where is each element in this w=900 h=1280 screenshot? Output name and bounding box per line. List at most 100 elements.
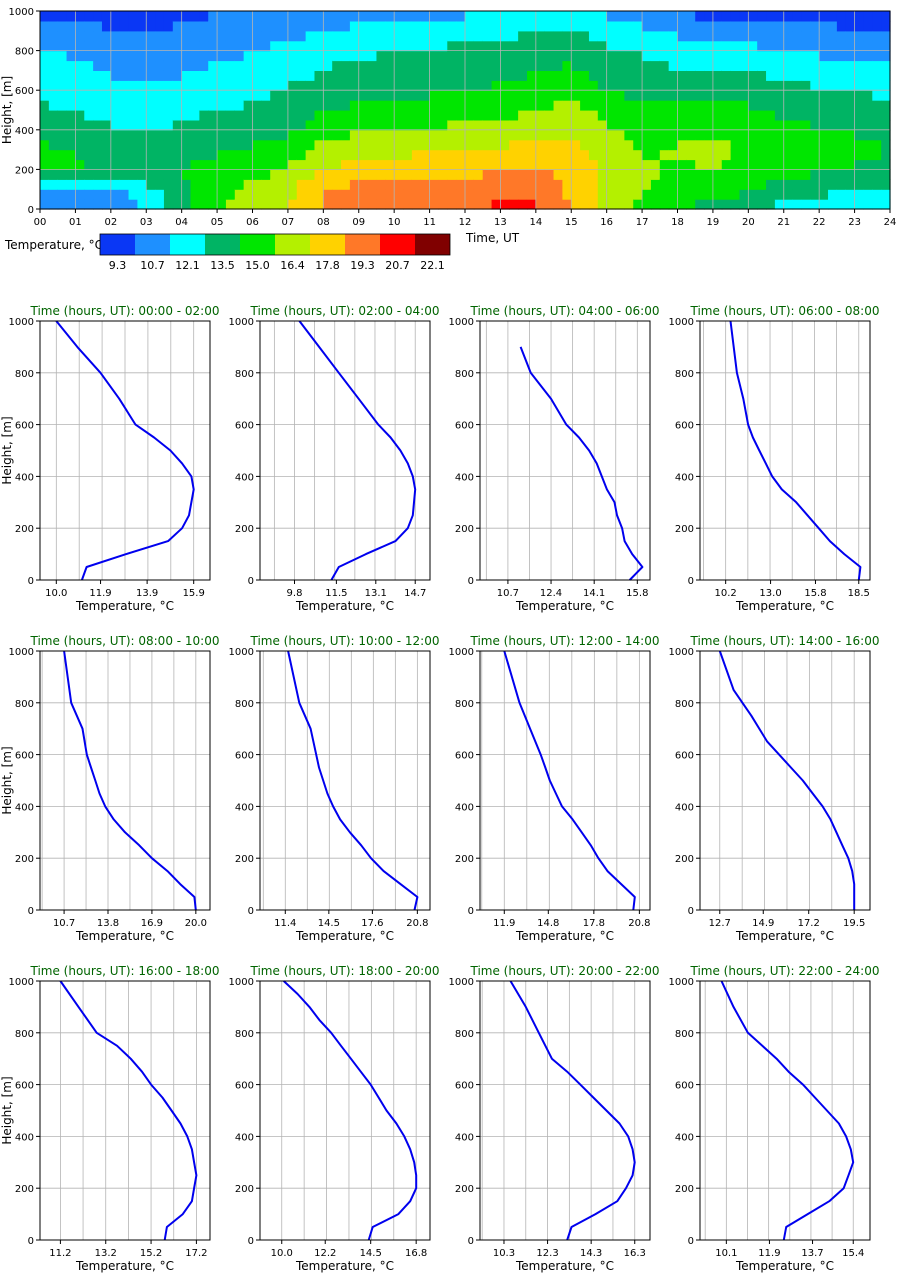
contour-cell xyxy=(792,50,803,62)
temperature-profile-line xyxy=(519,346,644,581)
contour-cell xyxy=(544,50,555,62)
contour-cell xyxy=(93,119,103,131)
contour-cell xyxy=(110,40,121,52)
contour-cell xyxy=(588,119,599,131)
contour-cell xyxy=(75,129,85,141)
contour-cell xyxy=(172,129,183,141)
contour-cell xyxy=(721,20,732,32)
contour-cell xyxy=(323,169,333,180)
contour-cell xyxy=(270,40,280,52)
contour-cell xyxy=(712,20,723,32)
contour-cell xyxy=(234,149,245,161)
contour-cell xyxy=(261,169,271,180)
panel-y-tick-label: 0 xyxy=(468,576,474,587)
contour-cell xyxy=(677,50,687,62)
contour-cell xyxy=(172,119,183,131)
contour-cell xyxy=(208,50,218,62)
contour-cell xyxy=(606,139,617,151)
contour-cell xyxy=(580,90,590,101)
contour-cell xyxy=(491,129,502,141)
contour-cell xyxy=(447,60,457,71)
contour-cell xyxy=(553,70,563,81)
contour-cell xyxy=(571,189,581,200)
contour-cell xyxy=(75,149,85,161)
contour-cell xyxy=(854,169,865,180)
contour-cell xyxy=(252,110,262,121)
contour-cell xyxy=(261,179,271,190)
contour-cell xyxy=(615,20,625,32)
contour-cell xyxy=(482,189,493,200)
contour-cell xyxy=(376,11,386,22)
panel-x-tick-label: 14.5 xyxy=(318,918,340,929)
contour-cell xyxy=(358,129,369,141)
panel-xlabel: Temperature, °C xyxy=(515,599,614,613)
contour-cell xyxy=(358,80,369,91)
contour-cell xyxy=(571,60,581,71)
contour-cell xyxy=(721,60,732,71)
contour-cell xyxy=(615,139,625,151)
contour-cell xyxy=(704,60,714,71)
contour-cell xyxy=(438,149,448,161)
contour-cell xyxy=(438,169,448,180)
contour-cell xyxy=(411,129,422,141)
contour-cell xyxy=(597,50,608,62)
contour-cell xyxy=(712,159,723,170)
contour-cell xyxy=(535,149,546,161)
contour-cell xyxy=(633,139,643,151)
contour-cell xyxy=(181,100,192,111)
contour-cell xyxy=(376,129,386,141)
contour-cell xyxy=(172,90,183,101)
contour-cell xyxy=(93,129,103,141)
contour-cell xyxy=(633,30,643,42)
contour-cell xyxy=(199,159,209,170)
contour-cell xyxy=(500,100,510,111)
contour-cell xyxy=(633,50,643,62)
contour-cell xyxy=(447,189,457,200)
contour-cell xyxy=(465,20,475,32)
contour-cell xyxy=(544,60,555,71)
panel-frame xyxy=(259,320,431,581)
contour-cell xyxy=(110,149,121,161)
contour-cell xyxy=(93,11,103,22)
contour-cell xyxy=(668,159,679,170)
contour-cell xyxy=(836,129,847,141)
contour-cell xyxy=(845,139,856,151)
panel-y-tick-label: 800 xyxy=(15,1029,34,1040)
contour-y-tick-label: 600 xyxy=(15,86,34,97)
contour-cell xyxy=(562,159,572,170)
contour-x-tick-label: 03 xyxy=(140,217,153,228)
contour-cell xyxy=(606,20,617,32)
panel-x-tick-label: 12.3 xyxy=(536,1248,558,1259)
contour-cell xyxy=(766,80,776,91)
contour-cell xyxy=(93,60,103,71)
contour-cell xyxy=(358,20,369,32)
contour-cell xyxy=(243,80,254,91)
contour-cell xyxy=(465,179,475,190)
contour-cell xyxy=(456,40,466,52)
contour-cell xyxy=(84,169,94,180)
contour-cell xyxy=(739,50,749,62)
panel-y-tick-label: 200 xyxy=(15,854,34,865)
contour-cell xyxy=(110,60,121,71)
contour-cell xyxy=(836,169,847,180)
contour-cell xyxy=(376,169,386,180)
legend-swatch xyxy=(310,234,345,255)
contour-cell xyxy=(509,90,519,101)
contour-cell xyxy=(314,119,324,131)
contour-x-tick-label: 02 xyxy=(104,217,117,228)
contour-cell xyxy=(314,30,324,42)
contour-cell xyxy=(181,169,192,180)
contour-cell xyxy=(225,60,236,71)
contour-cell xyxy=(376,90,386,101)
contour-cell xyxy=(296,90,307,101)
contour-cell xyxy=(358,149,369,161)
contour-cell xyxy=(881,50,891,62)
contour-cell xyxy=(482,20,493,32)
contour-cell xyxy=(438,139,448,151)
contour-cell xyxy=(606,189,617,200)
contour-cell xyxy=(863,199,873,210)
contour-cell xyxy=(93,199,103,210)
contour-cell xyxy=(66,179,77,190)
contour-cell xyxy=(66,169,77,180)
